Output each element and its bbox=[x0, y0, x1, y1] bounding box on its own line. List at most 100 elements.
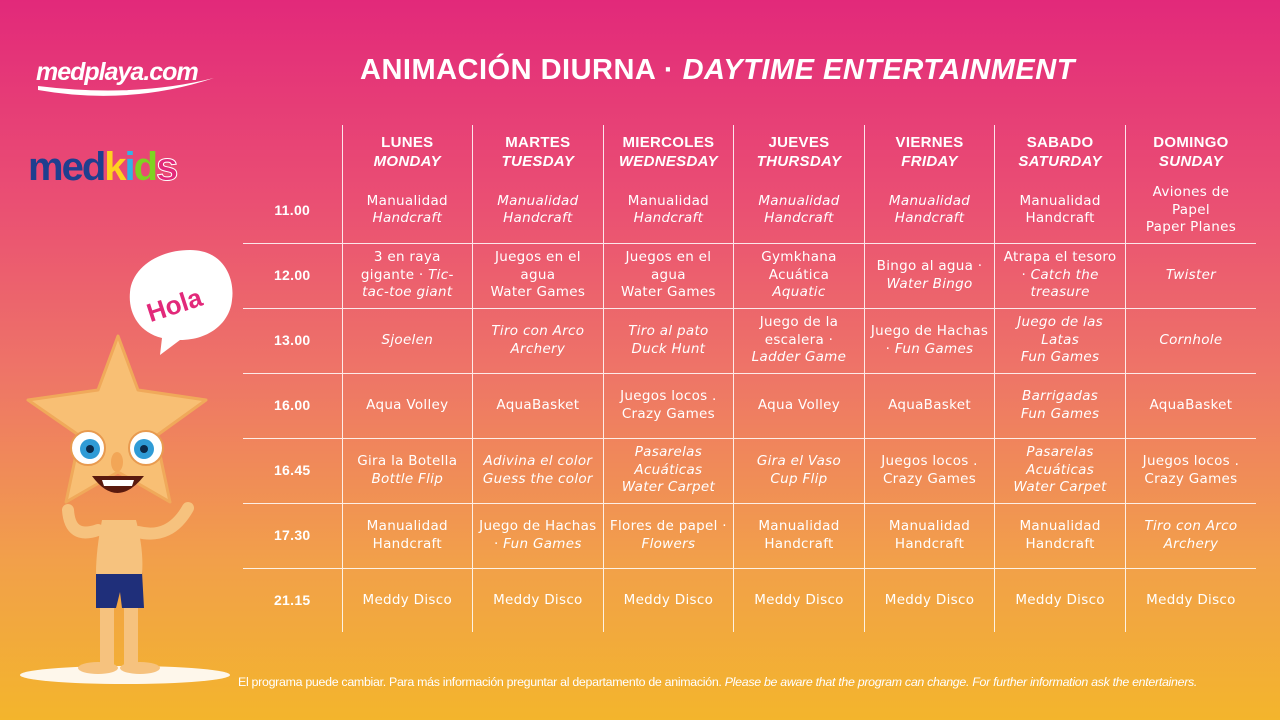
day-es: LUNES bbox=[381, 133, 434, 151]
activity-es: Meddy Disco bbox=[1015, 591, 1105, 608]
activity-es: Juegos en el agua bbox=[494, 249, 581, 283]
activity-es: Meddy Disco bbox=[362, 591, 453, 608]
activity-cell: Twister bbox=[1124, 242, 1256, 308]
activity-es: Aviones de Papel bbox=[1152, 184, 1230, 218]
activity-es: Meddy Disco bbox=[884, 591, 975, 608]
activity-en: Water Games bbox=[490, 284, 586, 301]
day-header: DOMINGO SUNDAY bbox=[1124, 125, 1256, 178]
activity-es: Juegos en el agua bbox=[625, 249, 712, 283]
schedule-row: 17.30 Manualidad Handcraft Juego de Hachas … bbox=[243, 502, 1256, 568]
activity-en: Tic-tac-toe giant bbox=[362, 266, 454, 301]
activity-es: Juegos locos . bbox=[1142, 453, 1240, 469]
activity-cell: Juegos en el agua Water Games bbox=[602, 242, 734, 308]
footer-note: El programa puede cambiar. Para más info… bbox=[238, 675, 1268, 689]
activity-cell: Manualidad Handcraft bbox=[341, 502, 473, 568]
activity-cell: Meddy Disco bbox=[602, 567, 734, 632]
activity-en: Twister bbox=[1165, 266, 1217, 283]
activity-cell: Juegos locos . Crazy Games bbox=[602, 372, 734, 438]
schedule-row: 16.45 Gira la Botella Bottle Flip Adivina e… bbox=[243, 437, 1256, 503]
activity-es: Meddy Disco bbox=[754, 591, 844, 608]
activity-es: Tiro con Arco bbox=[491, 323, 585, 339]
speech-bubble: Hola bbox=[129, 250, 233, 355]
activity-es: Pasarelas Acuáticas bbox=[634, 444, 703, 478]
activity-en: Handcraft bbox=[764, 535, 834, 552]
page-title: ANIMACIÓN DIURNA · DAYTIME ENTERTAINMENT bbox=[360, 54, 1240, 87]
activity-cell: Tiro al pato Duck Hunt bbox=[602, 307, 734, 373]
activity-cell: Juegos en el agua Water Games bbox=[472, 242, 604, 308]
day-es: JUEVES bbox=[768, 133, 830, 151]
activity-cell: Meddy Disco bbox=[1124, 567, 1256, 632]
starfish-mascot-illustration: Hola bbox=[20, 250, 233, 684]
activity-es: Bingo al agua · bbox=[876, 258, 983, 274]
activity-es: Juego de las Latas bbox=[1017, 314, 1103, 348]
activity-en: Water Carpet bbox=[1013, 479, 1107, 496]
activity-cell: Juego de las Latas Fun Games bbox=[994, 307, 1126, 373]
activity-es: Manualidad bbox=[1019, 192, 1101, 209]
activity-es: Meddy Disco bbox=[623, 591, 714, 608]
activity-es: AquaBasket bbox=[888, 396, 971, 413]
activity-cell: Aqua Volley bbox=[341, 372, 473, 438]
activity-cell: Manualidad Handcraft bbox=[863, 178, 995, 243]
mascot-right-arm bbox=[132, 502, 194, 540]
activity-cell: Manualidad Handcraft bbox=[733, 502, 865, 568]
activity-es: AquaBasket bbox=[1149, 396, 1233, 413]
activity-en: Cup Flip bbox=[770, 470, 828, 487]
activity-es: Tiro con Arco bbox=[1144, 518, 1238, 534]
activity-en: Archery bbox=[510, 340, 566, 357]
schedule-row: 13.00 Sjoelen Tiro con Arco Archery Tiro al … bbox=[243, 307, 1256, 373]
activity-cell: Juegos locos . Crazy Games bbox=[1124, 437, 1256, 503]
day-en: WEDNESDAY bbox=[618, 152, 718, 170]
activity-es: AquaBasket bbox=[496, 396, 580, 413]
medplaya-logo-text: medplaya.com bbox=[36, 58, 198, 86]
activity-cell: Manualidad Handcraft bbox=[472, 178, 604, 243]
medplaya-logo: medplaya.com bbox=[36, 58, 214, 96]
activity-cell: AquaBasket bbox=[472, 372, 604, 438]
activity-en: Handcraft bbox=[503, 210, 573, 227]
activity-en: Handcraft bbox=[894, 210, 965, 227]
day-en: FRIDAY bbox=[901, 152, 958, 170]
medkids-logo: medkids bbox=[28, 145, 180, 190]
activity-es: Gira el Vaso bbox=[756, 453, 842, 469]
schedule-row: 21.15 Meddy Disco Meddy Disco Meddy Disco Me… bbox=[243, 567, 1256, 632]
activity-cell: Juego de la escalera · Ladder Game bbox=[733, 307, 865, 373]
activity-cell: Manualidad Handcraft bbox=[994, 178, 1126, 243]
mascot-left-foot bbox=[78, 662, 118, 674]
activity-en: Fun Games bbox=[1020, 405, 1100, 422]
activity-cell: Aqua Volley bbox=[733, 372, 865, 438]
day-en: MONDAY bbox=[373, 152, 441, 170]
activity-es: Meddy Disco bbox=[493, 591, 583, 608]
day-es: DOMINGO bbox=[1153, 133, 1229, 151]
activity-es: Aqua Volley bbox=[757, 396, 841, 413]
mascot-teeth bbox=[102, 480, 134, 486]
activity-en: Water Carpet bbox=[621, 479, 716, 496]
day-header: LUNES MONDAY bbox=[341, 125, 473, 178]
activity-en: Handcraft bbox=[764, 210, 834, 227]
activity-cell: Gymkhana Acuática Aquatic bbox=[733, 242, 865, 308]
activity-cell: Manualidad Handcraft bbox=[602, 178, 734, 243]
activity-cell: Bingo al agua · Water Bingo bbox=[863, 242, 995, 308]
activity-cell: Meddy Disco bbox=[733, 567, 865, 632]
activity-es: Flores de papel · bbox=[609, 518, 727, 534]
time-slot: 12.00 bbox=[243, 242, 342, 308]
activity-cell: Manualidad Handcraft bbox=[994, 502, 1126, 568]
activity-en: Crazy Games bbox=[1144, 470, 1238, 487]
time-slot: 11.00 bbox=[274, 201, 311, 218]
activity-es: Gymkhana Acuática bbox=[761, 249, 837, 283]
mascot-right-foot bbox=[120, 662, 160, 674]
activity-es: Manualidad bbox=[1019, 518, 1101, 534]
medkids-logo-text: medkids bbox=[28, 145, 177, 189]
activity-es: Juegos locos . bbox=[881, 453, 978, 469]
day-es: SABADO bbox=[1026, 133, 1094, 151]
time-slot: 21.15 bbox=[243, 567, 342, 632]
activity-en: Paper Planes bbox=[1145, 219, 1237, 235]
activity-en: Bottle Flip bbox=[371, 470, 444, 487]
medplaya-logo-swoosh bbox=[38, 78, 214, 96]
schedule-header-row: LUNES MONDAY MARTES TUESDAY MIERCOLES WEDNE… bbox=[243, 125, 1256, 178]
activity-en: Handcraft bbox=[633, 210, 704, 227]
activity-cell: Juego de Hachas · Fun Games bbox=[863, 307, 995, 373]
mascot-left-arm bbox=[62, 504, 104, 539]
activity-es: Manualidad bbox=[627, 192, 710, 209]
activity-cell: AquaBasket bbox=[1124, 372, 1256, 438]
activity-en: Crazy Games bbox=[621, 405, 715, 422]
activity-cell: Pasarelas Acuáticas Water Carpet bbox=[602, 437, 734, 503]
